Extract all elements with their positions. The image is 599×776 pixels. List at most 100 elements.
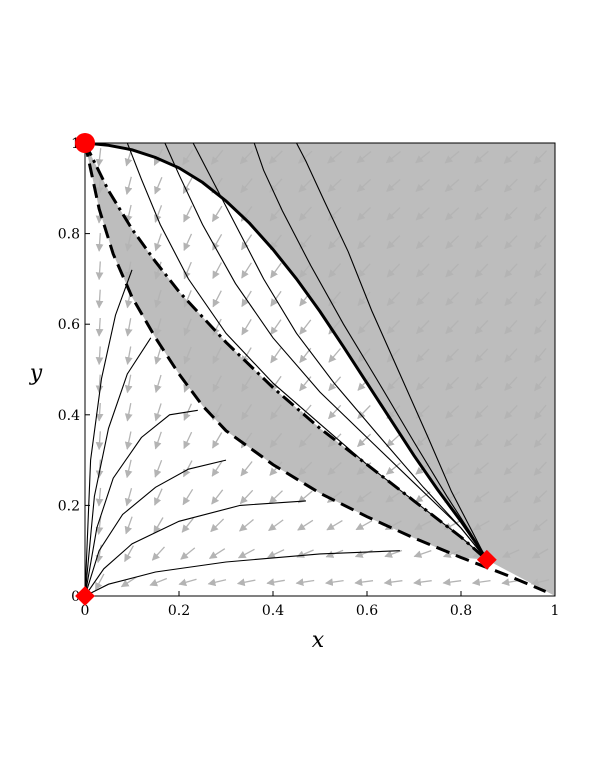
field-arrow [531,548,549,559]
field-arrow [474,348,489,363]
field-arrow [414,520,432,531]
field-arrow [533,178,547,193]
field-arrow [533,404,547,420]
field-arrow [241,262,252,279]
field-arrow [416,291,430,306]
field-arrow [473,520,490,531]
field-arrow [444,179,460,192]
x-tick-label: 0.4 [262,603,284,619]
field-arrow [533,150,548,165]
field-arrow [241,234,253,251]
field-arrow [534,291,547,307]
field-arrow [503,490,519,504]
field-arrow [357,348,371,363]
field-arrow [124,346,133,365]
field-arrow [386,291,401,306]
field-arrow [385,491,402,503]
field-arrow [503,462,519,476]
field-arrow [415,348,430,363]
field-arrow [328,234,342,250]
field-arrow [124,516,133,535]
field-arrow [210,149,224,165]
field-arrow [270,347,282,364]
field-arrow [240,178,253,194]
field-arrow [474,291,489,306]
field-arrow [444,433,460,447]
lower-separatrix-dashed [85,143,547,593]
field-arrow [442,578,462,586]
y-tick-label: 0 [71,589,80,605]
field-arrow [270,404,282,420]
trajectory-curve [85,337,152,596]
field-arrow [241,375,252,392]
field-arrow [328,404,342,420]
field-arrow [326,520,343,531]
field-arrow [154,403,162,422]
field-arrow [328,291,341,307]
field-arrow [474,207,489,221]
field-arrow [95,176,104,196]
field-arrow [124,431,133,450]
field-arrow [267,549,285,558]
field-arrow [474,235,489,250]
field-arrow [211,205,223,223]
field-arrow [298,206,312,222]
field-arrow [241,404,253,421]
field-arrow [445,376,460,391]
field-arrow [240,461,253,477]
field-arrow [183,318,192,337]
field-arrow [386,263,401,278]
y-tick-label: 0.8 [58,227,80,243]
field-arrow [534,347,547,363]
field-arrow [124,233,133,252]
y-tick-label: 0.6 [58,317,80,333]
field-arrow [151,546,165,561]
field-arrow [504,206,518,221]
field-arrow [237,548,255,559]
equilibrium-diamond [476,549,497,570]
field-arrow [415,207,430,221]
x-tick-label: 0.6 [356,603,378,619]
field-arrow [357,319,371,335]
field-arrow [503,178,518,193]
field-arrow [533,234,547,250]
field-arrow [415,235,430,249]
field-arrow [442,549,461,558]
field-arrow [414,491,431,503]
field-arrow [238,518,254,532]
field-arrow [444,462,460,475]
field-arrow [385,150,401,164]
field-arrow [183,290,192,308]
field-arrow [504,319,518,335]
y-axis-title: y [29,361,43,386]
field-arrow [533,206,547,222]
field-arrow [95,487,104,507]
field-arrow [534,376,547,392]
field-arrow [154,318,162,337]
trajectory-curve [253,143,488,561]
field-arrow [504,291,518,306]
field-arrow [269,178,283,193]
field-arrow [355,520,373,531]
field-arrow [385,462,401,475]
field-arrow [504,235,518,250]
field-arrow [327,150,343,164]
shaded-region-middle [85,143,487,560]
field-arrow [474,405,489,419]
field-arrow [533,461,547,476]
field-arrow [154,205,163,223]
field-arrow [327,462,342,476]
x-tick-label: 0 [81,603,90,619]
field-arrow [154,488,163,506]
field-arrow [240,432,253,449]
field-arrow [356,178,372,193]
field-arrow [180,547,196,560]
field-arrow [297,519,314,531]
field-arrow [384,549,403,558]
field-arrow [120,576,137,588]
field-arrow [183,346,192,365]
field-arrow [474,320,489,335]
field-arrow [295,578,315,587]
field-arrow [383,578,403,586]
